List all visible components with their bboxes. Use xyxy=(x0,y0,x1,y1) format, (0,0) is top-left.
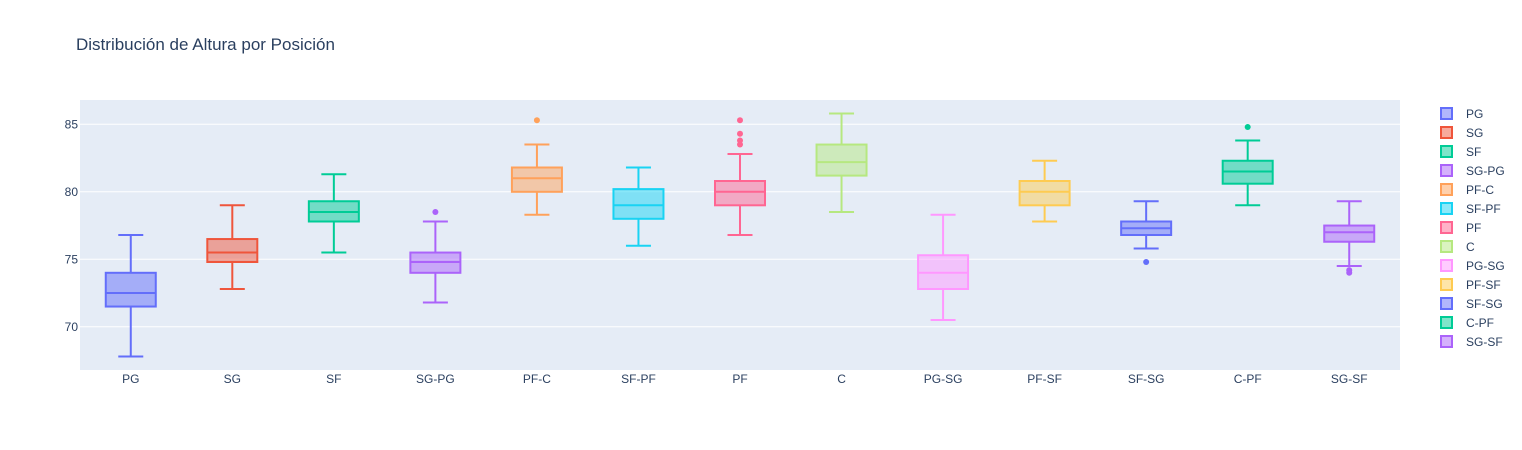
legend-swatch xyxy=(1440,278,1453,291)
y-axis: 70 75 80 85 xyxy=(65,117,79,333)
legend-item-sg-sf: SG-SF xyxy=(1440,335,1503,349)
legend-label: PF-C xyxy=(1466,183,1494,197)
outlier-point xyxy=(737,137,743,144)
outlier-point xyxy=(737,117,743,124)
x-tick-label: PF-C xyxy=(523,372,551,386)
x-tick-label: PF-SF xyxy=(1027,372,1062,386)
legend-item-sf-sg: SF-SG xyxy=(1440,297,1503,311)
x-tick-label: SG-SF xyxy=(1331,372,1368,386)
legend: PG SG SF SG-PG PF-C SF-PF PF C PG-SG PF-SF SF-SG C-… xyxy=(1440,107,1505,349)
x-tick-label: PG xyxy=(122,372,139,386)
iqr-box xyxy=(1018,180,1071,207)
y-tick-label: 70 xyxy=(65,320,79,334)
x-axis: PG SG SF SG-PG PF-C SF-PF PF C PG-SG PF-SF SF-SG C-… xyxy=(122,372,1367,386)
box-pf-sf xyxy=(1018,159,1071,223)
legend-swatch xyxy=(1440,183,1453,196)
legend-item-pg-sg: PG-SG xyxy=(1440,259,1505,273)
legend-swatch xyxy=(1440,202,1453,215)
legend-item-sg-pg: SG-PG xyxy=(1440,164,1505,178)
legend-swatch xyxy=(1440,335,1453,348)
outlier-point xyxy=(737,130,743,137)
iqr-box xyxy=(1323,224,1376,243)
legend-swatch xyxy=(1440,240,1453,253)
iqr-box xyxy=(815,143,868,177)
outlier-point xyxy=(1244,124,1251,130)
legend-swatch xyxy=(1440,107,1453,120)
x-tick-label: SG xyxy=(224,372,241,386)
legend-swatch xyxy=(1440,259,1453,272)
box-sg xyxy=(206,204,259,290)
boxes xyxy=(104,112,1376,358)
x-tick-label: SG-PG xyxy=(416,372,455,386)
outlier-point xyxy=(533,117,540,124)
box-c-pf xyxy=(1221,124,1274,207)
box-c xyxy=(815,112,868,214)
box-pf xyxy=(714,117,766,236)
box-pg xyxy=(104,234,157,358)
legend-label: SF xyxy=(1466,145,1481,159)
legend-item-sg: SG xyxy=(1440,126,1483,140)
y-tick-label: 75 xyxy=(65,252,79,266)
iqr-box xyxy=(612,188,665,220)
x-tick-label: PF xyxy=(732,372,747,386)
x-tick-label: PG-SG xyxy=(924,372,963,386)
legend-item-c: C xyxy=(1440,240,1475,254)
x-tick-label: SF xyxy=(326,372,341,386)
legend-label: SG-PG xyxy=(1466,164,1505,178)
box-sg-sf xyxy=(1323,200,1376,276)
legend-label: PF-SF xyxy=(1466,278,1501,292)
legend-swatch xyxy=(1440,145,1453,158)
box-sf-sg xyxy=(1120,200,1173,265)
box-sf xyxy=(307,173,360,254)
legend-label: C-PF xyxy=(1466,316,1494,330)
legend-label: SG xyxy=(1466,126,1483,140)
iqr-box xyxy=(206,238,259,264)
legend-item-pf: PF xyxy=(1440,221,1481,235)
box-sf-pf xyxy=(612,166,665,247)
legend-swatch xyxy=(1440,297,1453,310)
legend-item-sf-pf: SF-PF xyxy=(1440,202,1501,216)
legend-item-c-pf: C-PF xyxy=(1440,316,1494,330)
legend-label: C xyxy=(1466,240,1475,254)
y-tick-label: 80 xyxy=(65,185,79,199)
chart-title: Distribución de Altura por Posición xyxy=(76,35,335,54)
legend-swatch xyxy=(1440,164,1453,177)
legend-label: PF xyxy=(1466,221,1481,235)
x-tick-label: SF-PF xyxy=(621,372,656,386)
x-tick-label: SF-SG xyxy=(1128,372,1165,386)
legend-item-pf-c: PF-C xyxy=(1440,183,1494,197)
legend-label: SF-PF xyxy=(1466,202,1501,216)
box-sg-pg xyxy=(409,209,462,304)
legend-item-pf-sf: PF-SF xyxy=(1440,278,1501,292)
outlier-point xyxy=(432,209,439,216)
legend-swatch xyxy=(1440,316,1453,329)
y-tick-label: 85 xyxy=(65,117,79,131)
x-tick-label: C-PF xyxy=(1234,372,1262,386)
iqr-box xyxy=(510,166,563,193)
legend-item-pg: PG xyxy=(1440,107,1483,121)
legend-swatch xyxy=(1440,126,1453,139)
legend-item-sf: SF xyxy=(1440,145,1481,159)
legend-label: PG xyxy=(1466,107,1483,121)
legend-label: PG-SG xyxy=(1466,259,1505,273)
x-tick-label: C xyxy=(837,372,846,386)
legend-swatch xyxy=(1440,221,1453,234)
iqr-box xyxy=(714,180,766,207)
box-pf-c xyxy=(510,117,563,216)
outlier-point xyxy=(1143,259,1150,265)
box-pg-sg xyxy=(917,213,970,322)
legend-label: SG-SF xyxy=(1466,335,1503,349)
iqr-box xyxy=(104,271,157,308)
legend-label: SF-SG xyxy=(1466,297,1503,311)
outlier-point xyxy=(1346,267,1353,274)
